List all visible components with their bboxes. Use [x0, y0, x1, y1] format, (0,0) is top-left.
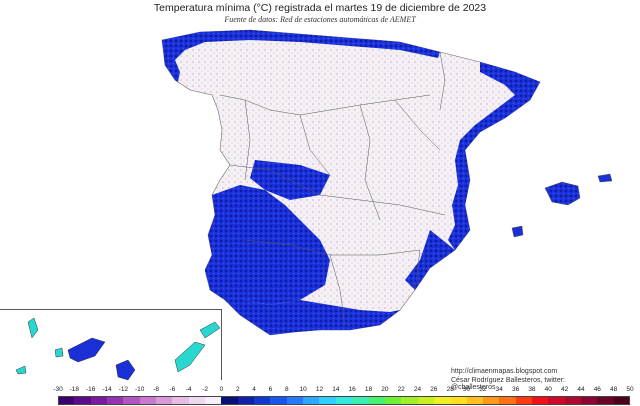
legend-swatch [531, 396, 549, 405]
legend-tick-label: 46 [593, 386, 601, 393]
legend-tick-label: 8 [284, 386, 289, 393]
north-coast-cold [162, 30, 440, 62]
east-coast-cold [448, 62, 540, 250]
legend-tick-label: -8 [153, 386, 159, 393]
legend-swatch [417, 396, 435, 405]
legend-swatch [499, 396, 517, 405]
legend-tick-label: -18 [69, 386, 80, 393]
legend-swatch [401, 396, 419, 405]
legend-swatch [123, 396, 141, 405]
legend-swatch [221, 396, 239, 405]
legend-tick-label: 18 [364, 386, 373, 393]
temperature-map [15, 29, 613, 381]
southwest-cold [205, 185, 330, 305]
legend-swatch [139, 396, 157, 405]
legend-swatch [74, 396, 92, 405]
mallorca [544, 181, 581, 206]
data-source-note: Fuente de datos: Red de estaciones autom… [224, 15, 416, 24]
la-gomera [54, 347, 64, 358]
legend-swatch [58, 396, 75, 405]
legend-tick-label: -10 [135, 386, 145, 393]
legend-tick-label: -30 [53, 386, 63, 393]
el-hierro [15, 365, 27, 375]
legend-swatch [597, 396, 615, 405]
legend-tick-label: 4 [252, 386, 256, 393]
south-coast-cold [225, 300, 400, 335]
canary-islands [15, 317, 221, 381]
tenerife [67, 337, 106, 363]
legend-swatch [205, 396, 222, 405]
legend-tick-label: -4 [185, 386, 192, 393]
legend-tick-label: 38 [528, 386, 536, 393]
legend-swatch [515, 396, 533, 405]
credit-url: http://climaenmapas.blogspot.com [451, 368, 558, 375]
legend-tick-label: -12 [118, 386, 129, 393]
legend-swatch [580, 396, 598, 405]
legend-tick-label: 48 [610, 386, 618, 393]
galicia-coast-cold [162, 40, 180, 82]
credit-author: César Rodríguez Ballesteros, twitter: @c… [451, 377, 565, 391]
legend-swatch [90, 396, 108, 405]
legend-swatch [466, 396, 484, 405]
legend-tick-label: 20 [381, 386, 389, 393]
legend-tick-label: 40 [544, 386, 552, 393]
legend-swatch [482, 396, 500, 405]
legend-swatch [188, 396, 206, 405]
legend-swatch [254, 396, 271, 405]
legend-swatch [564, 396, 582, 405]
legend-tick-label: 34 [495, 386, 503, 393]
region-borders [219, 51, 446, 326]
legend-swatch [368, 396, 386, 405]
legend-tick-label: 12 [315, 386, 324, 393]
legend-tick-label: 2 [235, 386, 240, 393]
legend-tick-label: 14 [332, 386, 340, 393]
legend-swatch [237, 396, 255, 405]
legend-tick-label: 22 [397, 386, 405, 393]
legend-swatch [548, 396, 566, 405]
legend-tick-label: 50 [626, 386, 634, 393]
legend-swatch [352, 396, 369, 405]
menorca [597, 173, 613, 183]
legend-tick-label: 30 [462, 386, 471, 393]
legend-swatch [303, 396, 320, 405]
legend-swatch [384, 396, 402, 405]
legend-swatch [433, 396, 451, 405]
legend-tick-label: 42 [561, 386, 569, 393]
legend-swatch [270, 396, 288, 405]
legend-tick-label: 32 [479, 386, 487, 393]
legend-swatch [286, 396, 304, 405]
legend-tick-label: 36 [511, 386, 520, 393]
lanzarote [199, 321, 221, 339]
legend-swatch [335, 396, 353, 405]
legend-swatch [156, 396, 173, 405]
ibiza [511, 225, 524, 238]
legend-tick-label: -2 [202, 386, 208, 393]
fuerteventura [174, 341, 206, 373]
legend-tick-label: -6 [169, 386, 176, 393]
legend-tick-label: 28 [446, 386, 454, 393]
legend-swatch [613, 396, 631, 405]
legend-tick-label: 44 [577, 386, 585, 393]
legend-tick-label: 26 [430, 386, 438, 393]
legend-tick-label: -14 [102, 386, 112, 393]
legend-swatch [450, 396, 468, 405]
legend-tick-label: 16 [348, 386, 356, 393]
legend-tick-label: 24 [413, 386, 422, 393]
gran-canaria [115, 359, 136, 381]
legend-swatch [107, 396, 124, 405]
map-title: Temperatura mínima (°C) registrada el ma… [153, 2, 487, 14]
legend-tick-label: 0 [219, 386, 224, 393]
legend-tick-label: -16 [85, 386, 96, 393]
canary-islands-inset-frame [0, 309, 222, 380]
la-palma [27, 317, 39, 339]
legend-tick-label: 6 [268, 386, 273, 393]
legend-swatch [172, 396, 190, 405]
color-legend: -30 -18 -16 -14 -12 -10 -8 -6 -4 -2 0 2 4 6 8 10 12 14 16 1… [53, 386, 634, 406]
legend-swatch [319, 396, 337, 405]
southeast-cold [405, 230, 455, 290]
legend-tick-label: 10 [299, 386, 307, 393]
